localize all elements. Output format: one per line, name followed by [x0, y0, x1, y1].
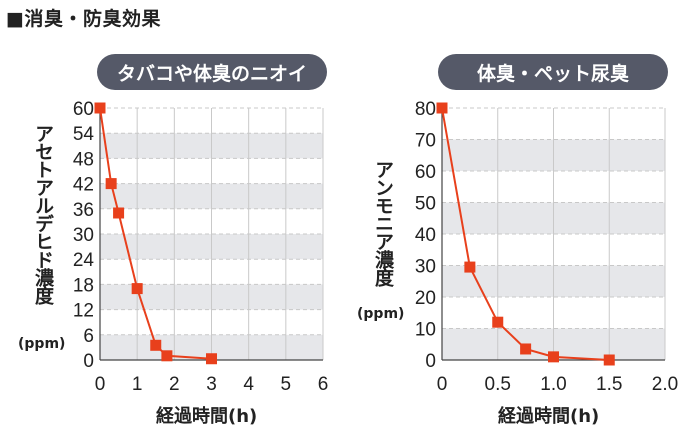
y-tick-label: 36: [73, 200, 94, 221]
x-tick-label: 0: [437, 374, 448, 395]
y-tick-label: 42: [73, 175, 94, 196]
data-point-marker: [603, 354, 615, 366]
chart1-title-pill: タバコや体臭のニオイ: [97, 54, 327, 90]
data-point-marker: [105, 178, 117, 190]
y-tick-label: 48: [73, 149, 94, 170]
x-tick-label: 1.5: [596, 374, 622, 395]
chart1-xlabel: 経過時間(h): [156, 406, 258, 427]
y-tick-label: 60: [415, 162, 436, 183]
y-tick-label: 30: [415, 257, 436, 278]
chart1-unit: (ppm): [18, 336, 66, 352]
y-tick-label: 20: [415, 288, 436, 309]
chart2-group: 0 10 20 30 40 50 60 70 80 0 0.5 1.0 1.5 2.0: [415, 99, 678, 395]
data-point-marker: [548, 351, 559, 363]
data-point-marker: [113, 207, 125, 219]
data-point-marker: [492, 316, 504, 328]
y-tick-label: 18: [73, 275, 94, 296]
y-tick-label: 30: [73, 225, 94, 246]
y-tick-label: 40: [415, 225, 436, 246]
data-point-marker: [161, 350, 173, 362]
y-tick-label: 70: [415, 131, 436, 152]
x-tick-label: 5: [281, 374, 292, 395]
y-tick-label: 80: [415, 99, 436, 120]
x-tick-label: 6: [318, 374, 329, 395]
chart2-ylabel: アンモニア濃度: [372, 160, 394, 286]
data-line: [441, 107, 610, 361]
chart2-xlabel: 経過時間(h): [498, 406, 600, 427]
x-tick-label: 2.0: [652, 374, 678, 395]
x-tick-label: 2: [169, 374, 180, 395]
data-point-marker: [206, 353, 217, 365]
x-tick-label: 4: [243, 374, 254, 395]
data-point-marker: [436, 102, 448, 114]
y-tick-label: 24: [73, 250, 95, 271]
x-tick-label: 0: [95, 374, 106, 395]
y-tick-label: 6: [83, 326, 94, 347]
chart1-ylabel: アセトアルデヒド濃度: [32, 124, 54, 304]
y-tick-label: 60: [73, 99, 94, 120]
x-tick-label: 1.0: [540, 374, 566, 395]
y-tick-label: 0: [83, 351, 94, 372]
y-tick-label: 50: [415, 194, 436, 215]
page-title: ■消臭・防臭効果: [6, 8, 161, 30]
data-point-marker: [150, 339, 162, 351]
data-point-marker: [520, 343, 532, 355]
y-tick-label: 12: [73, 301, 94, 322]
data-point-marker: [94, 102, 106, 114]
y-tick-label: 54: [73, 124, 95, 145]
y-tick-label: 0: [425, 351, 436, 372]
x-tick-label: 0.5: [485, 374, 511, 395]
x-tick-label: 1: [132, 374, 143, 395]
chart2-title-pill: 体臭・ペット尿臭: [438, 54, 668, 90]
chart2-unit: (ppm): [357, 306, 405, 322]
y-tick-label: 10: [415, 320, 436, 341]
data-point-marker: [464, 261, 476, 273]
x-tick-label: 3: [206, 374, 217, 395]
data-point-marker: [131, 283, 143, 295]
